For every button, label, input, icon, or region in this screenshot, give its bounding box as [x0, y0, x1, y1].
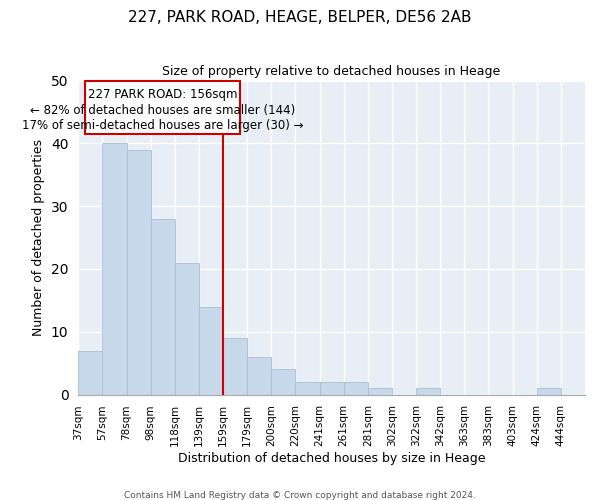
Text: Contains HM Land Registry data © Crown copyright and database right 2024.: Contains HM Land Registry data © Crown c… — [124, 490, 476, 500]
Bar — [247, 357, 271, 395]
Text: 17% of semi-detached houses are larger (30) →: 17% of semi-detached houses are larger (… — [22, 120, 304, 132]
Bar — [223, 338, 247, 394]
Bar — [344, 382, 368, 394]
X-axis label: Distribution of detached houses by size in Heage: Distribution of detached houses by size … — [178, 452, 485, 465]
Bar — [103, 144, 127, 394]
Text: 227, PARK ROAD, HEAGE, BELPER, DE56 2AB: 227, PARK ROAD, HEAGE, BELPER, DE56 2AB — [128, 10, 472, 25]
Bar — [271, 370, 295, 394]
Bar — [127, 150, 151, 394]
Title: Size of property relative to detached houses in Heage: Size of property relative to detached ho… — [163, 65, 501, 78]
Bar — [78, 350, 103, 395]
Y-axis label: Number of detached properties: Number of detached properties — [32, 139, 46, 336]
Bar — [320, 382, 344, 394]
Bar — [199, 306, 223, 394]
Bar — [416, 388, 440, 394]
Bar — [175, 262, 199, 394]
FancyBboxPatch shape — [85, 80, 240, 134]
Bar — [368, 388, 392, 394]
Bar — [537, 388, 561, 394]
Bar — [151, 218, 175, 394]
Text: 227 PARK ROAD: 156sqm: 227 PARK ROAD: 156sqm — [88, 88, 238, 101]
Bar — [295, 382, 320, 394]
Text: ← 82% of detached houses are smaller (144): ← 82% of detached houses are smaller (14… — [30, 104, 295, 118]
